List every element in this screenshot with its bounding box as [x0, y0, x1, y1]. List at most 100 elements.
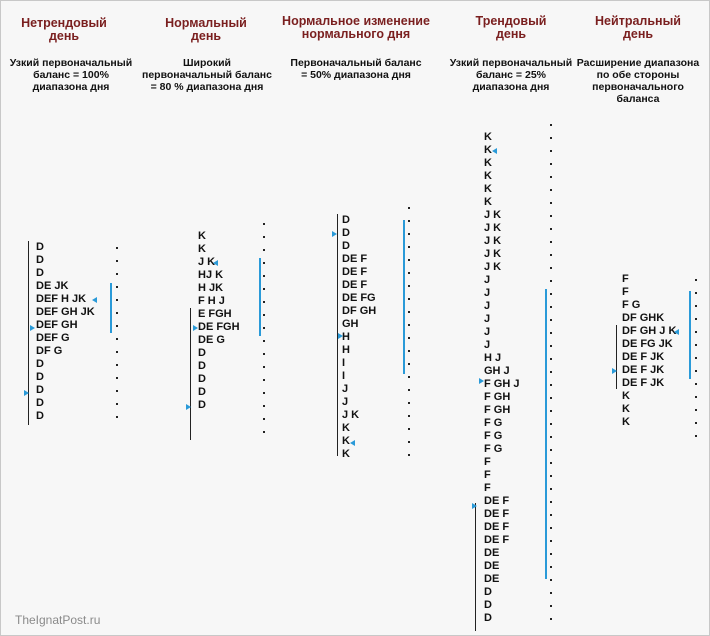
profile-row: K [198, 230, 206, 242]
column-description: Широкий первоначальный баланс = 80 % диа… [141, 57, 272, 93]
profile-row: D [342, 227, 350, 239]
profile-row: K [484, 157, 492, 169]
profile-row: D [36, 384, 44, 396]
blue-arrow-right [612, 368, 617, 374]
price-dot [550, 215, 552, 217]
price-dot [116, 325, 118, 327]
price-dot [550, 189, 552, 191]
blue-arrow-right [332, 231, 337, 237]
price-dot [550, 137, 552, 139]
price-dot [550, 228, 552, 230]
price-dot [263, 405, 265, 407]
profile-row: J [484, 274, 491, 286]
price-dot [408, 220, 410, 222]
column-description: Первоначальный баланс = 50% диапазона дн… [290, 57, 422, 81]
price-dot [550, 527, 552, 529]
blue-arrow-right [338, 333, 343, 339]
price-dot [695, 383, 697, 385]
profile-row: DF G [36, 345, 63, 357]
blue-arrow-left [350, 440, 355, 446]
price-dot [263, 327, 265, 329]
price-dot [550, 397, 552, 399]
blue-arrow-right [24, 390, 29, 396]
profile-row: H JK [198, 282, 224, 294]
price-dot [116, 390, 118, 392]
price-dot [550, 618, 552, 620]
price-dot [263, 340, 265, 342]
profile-row: K [342, 448, 350, 460]
profile-row: DE F [484, 495, 510, 507]
price-dot [408, 311, 410, 313]
profile-row: J [484, 326, 491, 338]
profile-range-line [190, 308, 191, 440]
blue-arrow-right [193, 325, 198, 331]
price-dot [550, 280, 552, 282]
profile-row: H [342, 331, 350, 343]
profile-row: J [484, 313, 491, 325]
price-dot [408, 402, 410, 404]
price-dot [550, 410, 552, 412]
profile-range-line [337, 214, 338, 456]
price-dot [550, 293, 552, 295]
profile-row: DE FG JK [622, 338, 673, 350]
price-dot [550, 319, 552, 321]
price-dot [116, 260, 118, 262]
profile-row: DE [484, 547, 500, 559]
profile-row: D [36, 371, 44, 383]
profile-row: D [484, 612, 492, 624]
price-dot [550, 514, 552, 516]
profile-row: F G [484, 443, 503, 455]
profile-row: J K [484, 222, 502, 234]
profile-row: D [36, 267, 44, 279]
blue-arrow-right [186, 404, 191, 410]
profile-row: D [342, 240, 350, 252]
column-description: Узкий первоначальный баланс = 25% диапаз… [449, 57, 573, 93]
price-dot [116, 377, 118, 379]
profile-row: D [198, 360, 206, 372]
profile-range-line [616, 325, 617, 389]
price-dot [550, 150, 552, 152]
profile-row: DE JK [36, 280, 69, 292]
profile-row: DE F JK [622, 351, 665, 363]
price-dot [116, 273, 118, 275]
price-dot [550, 124, 552, 126]
profile-row: I [342, 370, 346, 382]
watermark: TheIgnatPost.ru [15, 613, 101, 627]
price-dot [695, 292, 697, 294]
profile-row: F G [484, 430, 503, 442]
column-title: Нормальный день [165, 16, 247, 43]
price-dot [408, 272, 410, 274]
price-dot [408, 337, 410, 339]
price-dot [408, 259, 410, 261]
profile-row: F GH [484, 404, 511, 416]
price-dot [550, 163, 552, 165]
price-dot [263, 314, 265, 316]
profile-row: J [484, 287, 491, 299]
blue-arrow-left [492, 148, 497, 154]
blue-arrow-right [472, 503, 477, 509]
initial-balance-line [403, 220, 405, 374]
profile-row: F G [484, 417, 503, 429]
profile-row: K [622, 390, 630, 402]
profile-row: D [484, 586, 492, 598]
price-dot [550, 371, 552, 373]
price-dot [550, 202, 552, 204]
profile-row: DE [484, 573, 500, 585]
column-title: Нормальное изменение нормального дня [282, 14, 430, 41]
price-dot [116, 416, 118, 418]
profile-row: GH [342, 318, 359, 330]
initial-balance-line [689, 291, 691, 379]
profile-row: DEF H JK [36, 293, 87, 305]
price-dot [550, 488, 552, 490]
price-dot [408, 441, 410, 443]
column-title: Нейтральный день [595, 14, 681, 41]
price-dot [408, 298, 410, 300]
price-dot [550, 579, 552, 581]
price-dot [263, 301, 265, 303]
profile-row: DE F [342, 266, 368, 278]
profile-row: DE F JK [622, 377, 665, 389]
blue-arrow-left [213, 260, 218, 266]
profile-row: DE F [342, 279, 368, 291]
initial-balance-line [545, 289, 547, 579]
